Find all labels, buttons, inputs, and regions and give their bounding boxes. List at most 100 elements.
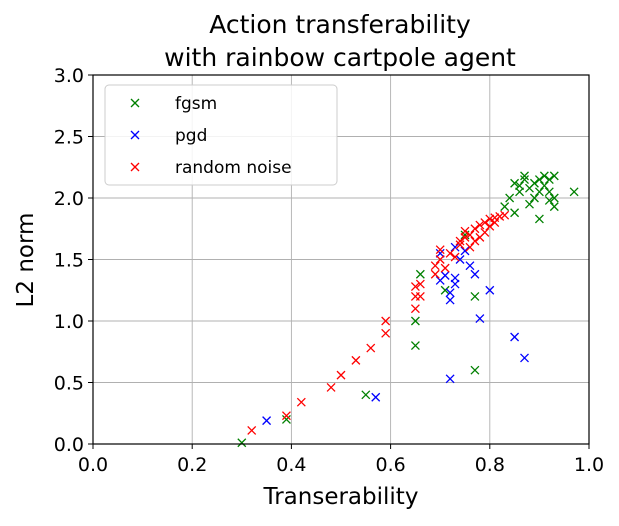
- x-tick-label: 0.8: [475, 454, 505, 476]
- series-random-noise: [247, 210, 510, 435]
- pgd-point: [520, 353, 529, 363]
- y-axis-label: L2 norm: [13, 213, 39, 308]
- random-noise-point: [430, 269, 440, 279]
- legend: fgsm pgd random noise: [104, 84, 338, 186]
- fgsm-point: [544, 175, 554, 185]
- random-noise-point: [485, 221, 495, 231]
- fgsm-point: [510, 208, 520, 218]
- y-tick-label: 2.5: [54, 127, 84, 149]
- pgd-point: [450, 273, 460, 283]
- fgsm-point: [549, 202, 559, 212]
- fgsm-point: [549, 171, 559, 181]
- random-noise-point: [460, 226, 470, 236]
- chart-title-line-2: with rainbow cartpole agent: [164, 43, 516, 72]
- fgsm-point: [410, 341, 420, 351]
- random-noise-point: [381, 328, 391, 338]
- random-noise-point: [351, 355, 361, 365]
- series-pgd: [262, 242, 529, 426]
- x-tick-label: 0.2: [177, 454, 207, 476]
- fgsm-point: [534, 187, 544, 197]
- fgsm-point: [500, 202, 510, 212]
- series-fgsm: [237, 171, 579, 448]
- random-noise-point: [455, 236, 465, 246]
- legend-marker-pgd: [130, 130, 140, 140]
- random-noise-point: [455, 240, 465, 250]
- random-noise-point: [410, 304, 420, 314]
- pgd-point: [450, 242, 460, 252]
- random-noise-point: [326, 382, 336, 392]
- pgd-point: [465, 261, 475, 271]
- pgd-point: [440, 271, 450, 280]
- fgsm-point: [544, 187, 554, 197]
- fgsm-point: [505, 193, 515, 203]
- fgsm-point: [569, 187, 579, 197]
- fgsm-point: [361, 390, 371, 400]
- random-noise-point: [281, 411, 291, 421]
- random-noise-point: [440, 263, 450, 273]
- pgd-point: [445, 295, 455, 305]
- pgd-point: [475, 314, 485, 323]
- y-tick-label: 0.5: [54, 373, 84, 395]
- random-noise-point: [465, 242, 475, 252]
- fgsm-point: [539, 181, 549, 191]
- random-noise-point: [435, 255, 445, 264]
- y-tick-label: 1.5: [54, 250, 84, 272]
- legend-marker-fgsm: [130, 98, 140, 108]
- fgsm-point: [510, 178, 520, 188]
- y-tick-label: 0.0: [54, 434, 84, 456]
- random-noise-point: [470, 224, 480, 234]
- random-noise-point: [465, 230, 475, 240]
- random-noise-point: [415, 279, 425, 289]
- pgd-point: [371, 392, 381, 402]
- fgsm-point: [470, 365, 480, 375]
- data-points: [237, 171, 579, 448]
- fgsm-point: [534, 175, 544, 185]
- x-tick-label: 0.0: [78, 454, 108, 476]
- random-noise-point: [296, 397, 306, 407]
- chart-title: Action transferability with rainbow cart…: [164, 10, 516, 72]
- pgd-point: [510, 332, 520, 342]
- fgsm-point: [529, 178, 539, 188]
- fgsm-point: [520, 171, 529, 181]
- random-noise-point: [366, 343, 376, 353]
- x-tick-label: 0.4: [276, 454, 306, 476]
- fgsm-point: [281, 414, 291, 424]
- random-noise-point: [415, 291, 425, 301]
- random-noise-point: [475, 220, 485, 230]
- fgsm-point: [520, 175, 529, 185]
- chart-title-line-1: Action transferability: [209, 10, 471, 39]
- pgd-point: [470, 269, 480, 279]
- pgd-point: [445, 374, 455, 384]
- fgsm-point: [237, 438, 247, 448]
- x-axis-ticks: 0.0 0.2 0.4 0.6 0.8 1.0: [78, 444, 604, 476]
- fgsm-point: [440, 285, 450, 295]
- x-tick-label: 1.0: [574, 454, 604, 476]
- y-tick-label: 2.0: [54, 188, 84, 210]
- fgsm-point: [544, 196, 554, 205]
- random-noise-point: [480, 218, 490, 228]
- fgsm-point: [410, 316, 420, 326]
- fgsm-point: [525, 199, 534, 209]
- pgd-point: [445, 288, 455, 298]
- fgsm-point: [534, 214, 544, 224]
- fgsm-point: [515, 187, 525, 197]
- legend-label-pgd: pgd: [175, 126, 207, 146]
- random-noise-point: [430, 261, 440, 271]
- pgd-point: [262, 416, 272, 426]
- random-noise-point: [381, 316, 391, 326]
- legend-marker-random-noise: [130, 162, 140, 172]
- legend-label-fgsm: fgsm: [175, 94, 217, 114]
- fgsm-point: [529, 193, 539, 203]
- random-noise-point: [336, 370, 346, 380]
- fgsm-point: [549, 193, 559, 203]
- fgsm-point: [415, 269, 425, 279]
- x-axis-label: Transerability: [263, 484, 419, 510]
- random-noise-point: [410, 282, 420, 292]
- random-noise-point: [500, 210, 510, 220]
- y-axis-ticks: 0.0 0.5 1.0 1.5 2.0 2.5 3.0: [54, 65, 93, 456]
- random-noise-point: [247, 426, 257, 435]
- fgsm-point: [539, 171, 549, 181]
- pgd-point: [485, 285, 495, 295]
